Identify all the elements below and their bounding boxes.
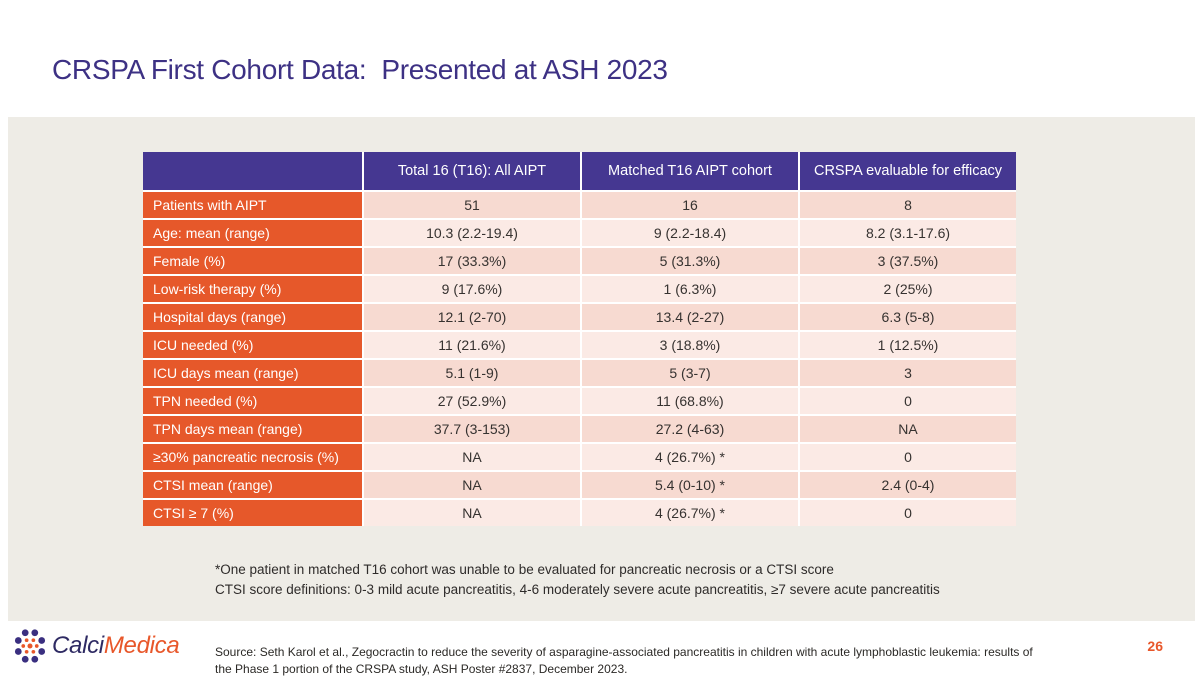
footnotes: *One patient in matched T16 cohort was u… (215, 560, 940, 600)
column-header-empty (143, 152, 362, 190)
data-cell: 9 (17.6%) (364, 276, 580, 302)
data-cell: 51 (364, 192, 580, 218)
data-cell: 0 (800, 444, 1016, 470)
column-header-total16: Total 16 (T16): All AIPT (364, 152, 580, 190)
row-label-cell: ICU days mean (range) (143, 360, 362, 386)
data-cell: NA (364, 444, 580, 470)
data-cell: 27.2 (4-63) (582, 416, 798, 442)
row-label-cell: CTSI mean (range) (143, 472, 362, 498)
data-table: Total 16 (T16): All AIPT Matched T16 AIP… (143, 152, 1016, 526)
row-label-cell: Female (%) (143, 248, 362, 274)
footnote-line-1: *One patient in matched T16 cohort was u… (215, 560, 940, 580)
data-cell: NA (364, 472, 580, 498)
page-number: 26 (1147, 638, 1163, 654)
data-cell: 8.2 (3.1-17.6) (800, 220, 1016, 246)
row-label-cell: TPN days mean (range) (143, 416, 362, 442)
calcimedica-logo: CalciMedica (14, 625, 179, 667)
data-cell: 3 (800, 360, 1016, 386)
logo-text-calci: Calci (52, 632, 104, 659)
data-cell: 2.4 (0-4) (800, 472, 1016, 498)
source-text: Source: Seth Karol et al., Zegocractin t… (215, 644, 1075, 677)
row-label-cell: ICU needed (%) (143, 332, 362, 358)
data-cell: NA (800, 416, 1016, 442)
data-cell: 0 (800, 388, 1016, 414)
data-cell: 13.4 (2-27) (582, 304, 798, 330)
data-cell: 5 (3-7) (582, 360, 798, 386)
source-line-1: Source: Seth Karol et al., Zegocractin t… (215, 644, 1075, 661)
data-cell: 8 (800, 192, 1016, 218)
column-header-crspa: CRSPA evaluable for efficacy (800, 152, 1016, 190)
data-cell: 1 (12.5%) (800, 332, 1016, 358)
data-cell: 6.3 (5-8) (800, 304, 1016, 330)
column-header-matched: Matched T16 AIPT cohort (582, 152, 798, 190)
data-cell: 37.7 (3-153) (364, 416, 580, 442)
logo-text-medica: Medica (104, 632, 180, 659)
data-cell: 4 (26.7%) * (582, 444, 798, 470)
data-cell: 5.1 (1-9) (364, 360, 580, 386)
row-label-cell: CTSI ≥ 7 (%) (143, 500, 362, 526)
data-cell: 11 (21.6%) (364, 332, 580, 358)
data-cell: 12.1 (2-70) (364, 304, 580, 330)
row-label-cell: Hospital days (range) (143, 304, 362, 330)
data-cell: 5 (31.3%) (582, 248, 798, 274)
row-label-cell: Age: mean (range) (143, 220, 362, 246)
data-cell: 11 (68.8%) (582, 388, 798, 414)
slide-title: CRSPA First Cohort Data: Presented at AS… (52, 54, 668, 86)
row-label-cell: Low-risk therapy (%) (143, 276, 362, 302)
data-cell: NA (364, 500, 580, 526)
data-cell: 5.4 (0-10) * (582, 472, 798, 498)
data-cell: 9 (2.2-18.4) (582, 220, 798, 246)
data-cell: 1 (6.3%) (582, 276, 798, 302)
calcimedica-dots-icon (14, 625, 46, 667)
row-label-cell: Patients with AIPT (143, 192, 362, 218)
data-cell: 16 (582, 192, 798, 218)
data-cell: 3 (18.8%) (582, 332, 798, 358)
data-cell: 27 (52.9%) (364, 388, 580, 414)
logo-text: CalciMedica (52, 632, 179, 660)
row-label-cell: ≥30% pancreatic necrosis (%) (143, 444, 362, 470)
row-label-cell: TPN needed (%) (143, 388, 362, 414)
data-cell: 4 (26.7%) * (582, 500, 798, 526)
footnote-line-2: CTSI score definitions: 0-3 mild acute p… (215, 580, 940, 600)
data-cell: 2 (25%) (800, 276, 1016, 302)
data-cell: 17 (33.3%) (364, 248, 580, 274)
data-cell: 10.3 (2.2-19.4) (364, 220, 580, 246)
data-cell: 3 (37.5%) (800, 248, 1016, 274)
data-cell: 0 (800, 500, 1016, 526)
